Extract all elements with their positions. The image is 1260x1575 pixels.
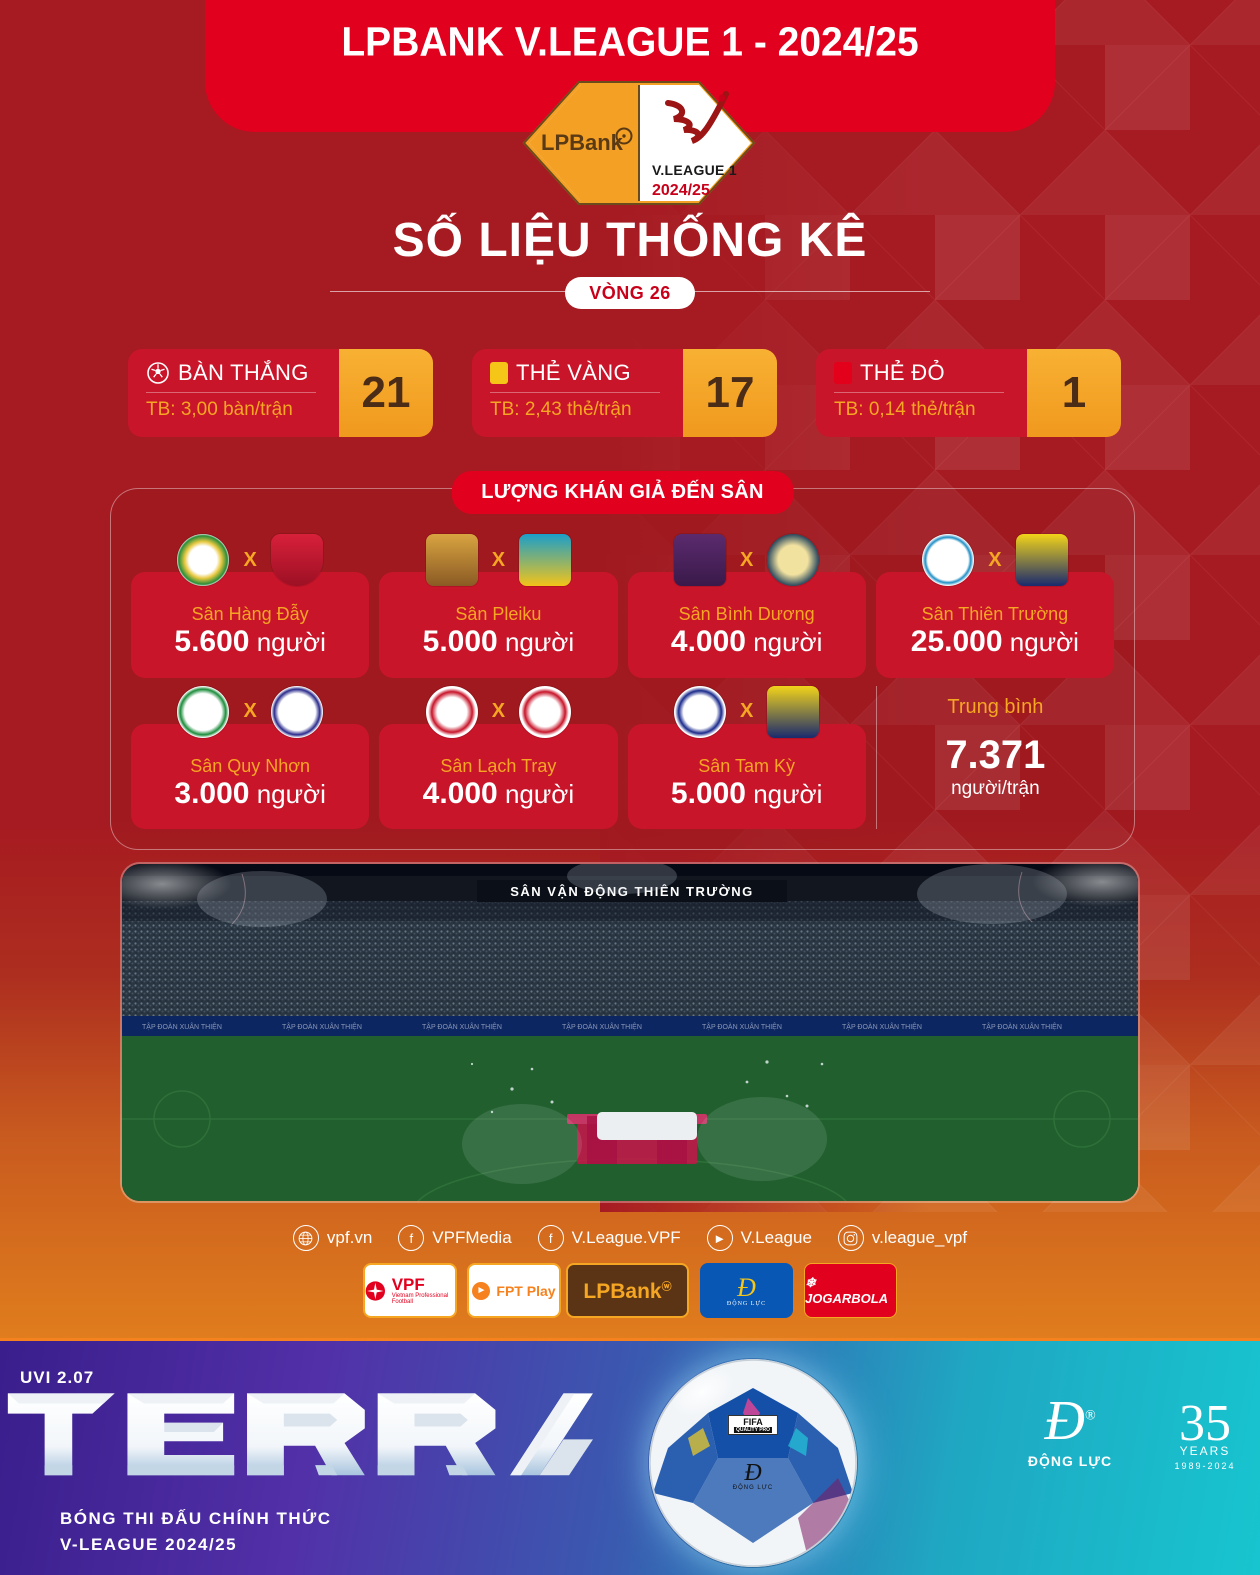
svg-text:V.LEAGUE 1: V.LEAGUE 1 (652, 162, 737, 178)
svg-text:TẬP ĐOÀN XUÂN THIỆN: TẬP ĐOÀN XUÂN THIỆN (842, 1022, 922, 1031)
svg-text:TẬP ĐOÀN XUÂN THIỆN: TẬP ĐOÀN XUÂN THIỆN (702, 1022, 782, 1031)
svg-text:TẬP ĐOÀN XUÂN THIỆN: TẬP ĐOÀN XUÂN THIỆN (282, 1022, 362, 1031)
svg-text:LPBank: LPBank (541, 130, 624, 155)
svg-text:2024/25: 2024/25 (652, 182, 710, 199)
svg-text:TẬP ĐOÀN XUÂN THIỆN: TẬP ĐOÀN XUÂN THIỆN (982, 1022, 1062, 1031)
svg-text:TẬP ĐOÀN XUÂN THIỆN: TẬP ĐOÀN XUÂN THIỆN (142, 1022, 222, 1031)
svg-text:TẬP ĐOÀN XUÂN THIỆN: TẬP ĐOÀN XUÂN THIỆN (422, 1022, 502, 1031)
svg-text:TẬP ĐOÀN XUÂN THIỆN: TẬP ĐOÀN XUÂN THIỆN (562, 1022, 642, 1031)
